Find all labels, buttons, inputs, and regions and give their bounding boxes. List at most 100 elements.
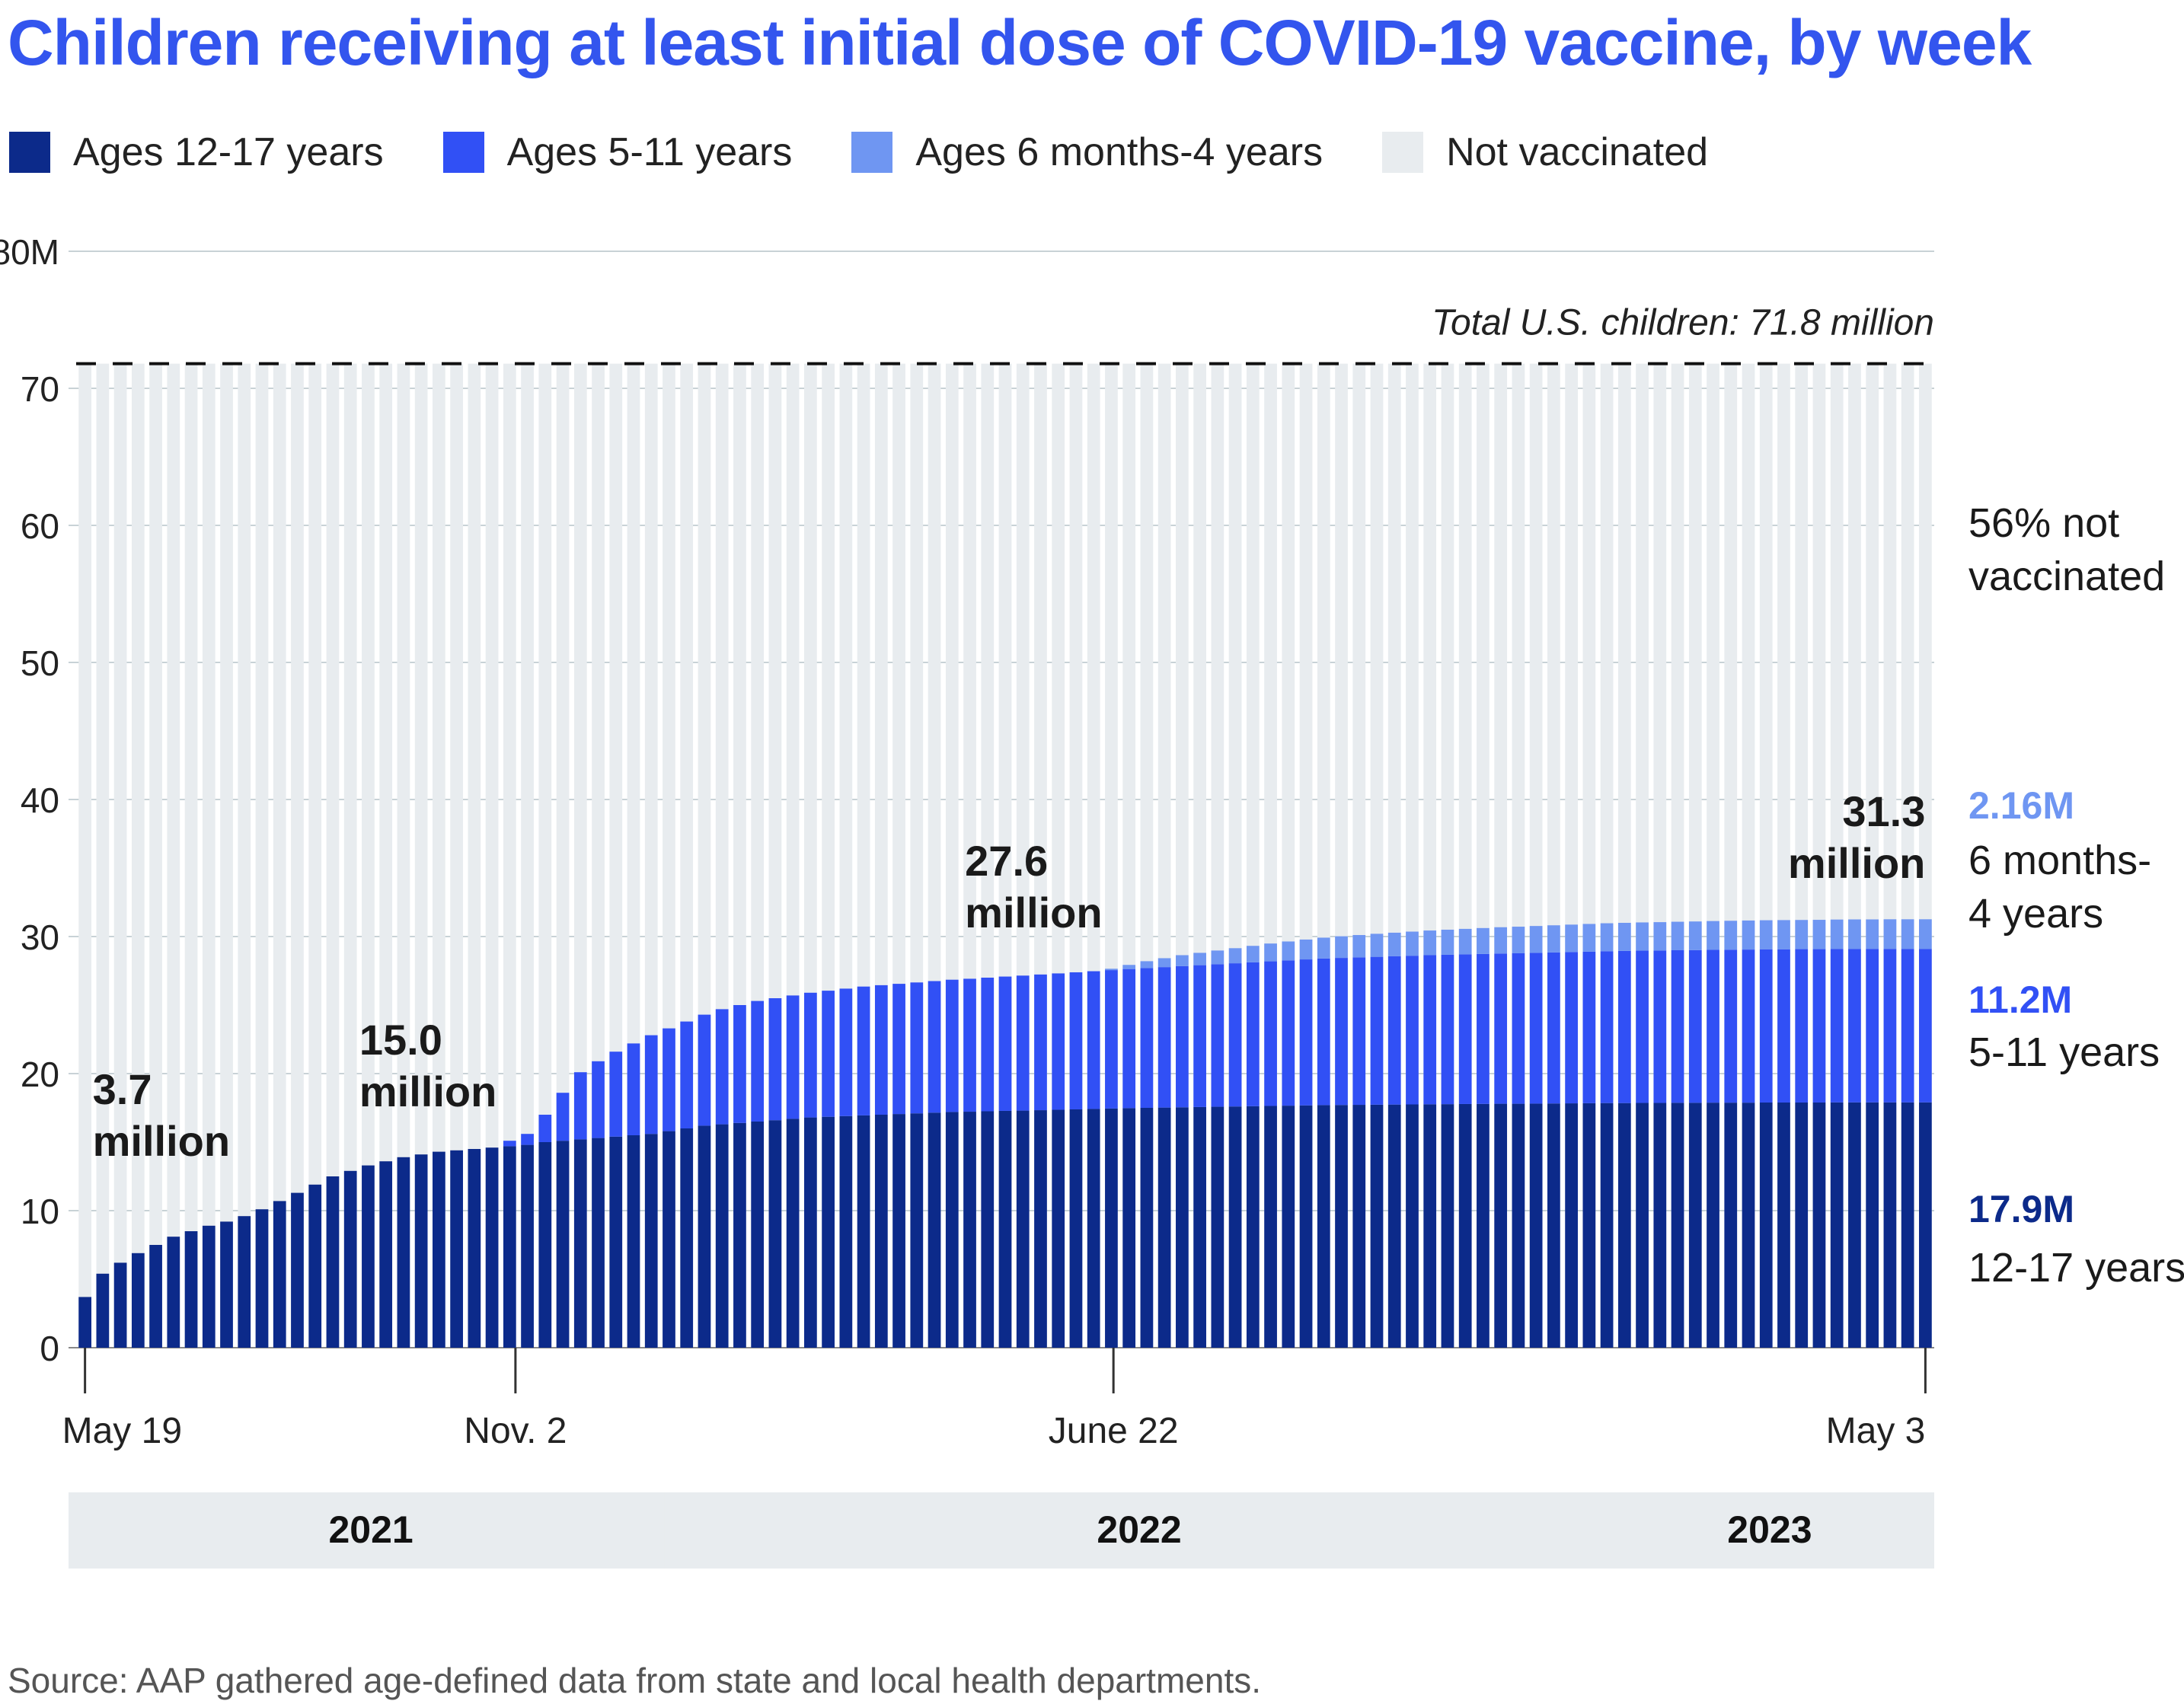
bar-not-vaccinated <box>538 363 552 1348</box>
bar-not-vaccinated <box>167 363 180 1348</box>
bar-ages-12-17 <box>998 1110 1012 1348</box>
bar-ages-12-17 <box>1034 1110 1047 1348</box>
year-band-2023 <box>1604 1492 1934 1569</box>
bar-ages-5-11 <box>715 1009 729 1125</box>
bar-ages-6m-4 <box>1370 933 1384 957</box>
bar-ages-5-11 <box>1034 974 1047 1111</box>
right-label-5-11: 5-11 years <box>1968 1029 2160 1075</box>
y-tick-label: 30 <box>21 918 59 957</box>
bar-ages-12-17 <box>1441 1104 1454 1348</box>
bar-ages-5-11 <box>1866 949 1879 1103</box>
bar-ages-12-17 <box>1387 1104 1401 1348</box>
bar-ages-6m-4 <box>1600 923 1614 952</box>
bar-ages-12-17 <box>945 1112 959 1348</box>
bar-ages-12-17 <box>822 1116 835 1348</box>
bar-ages-5-11 <box>1282 960 1295 1106</box>
bar-ages-5-11 <box>998 976 1012 1111</box>
bar-ages-6m-4 <box>1317 937 1330 959</box>
bar-not-vaccinated <box>184 363 198 1348</box>
bar-ages-6m-4 <box>1617 923 1631 951</box>
bar-ages-6m-4 <box>1830 919 1844 949</box>
bar-ages-12-17 <box>786 1119 800 1348</box>
right-label-6m-4: 6 months- <box>1968 838 2151 883</box>
bar-not-vaccinated <box>343 363 357 1348</box>
bar-ages-12-17 <box>680 1128 694 1348</box>
bar-not-vaccinated <box>362 363 375 1348</box>
bar-ages-12-17 <box>892 1114 905 1348</box>
y-tick-label: 40 <box>21 780 59 820</box>
bar-ages-5-11 <box>1547 952 1560 1104</box>
bar-ages-12-17 <box>592 1138 605 1348</box>
bar-ages-12-17 <box>1052 1109 1065 1348</box>
bar-not-vaccinated <box>503 363 516 1348</box>
bar-ages-12-17 <box>1812 1102 1826 1348</box>
bar-ages-5-11 <box>1919 949 1932 1103</box>
bar-ages-12-17 <box>1370 1104 1384 1348</box>
legend-item-ages-6m-4: Ages 6 months-4 years <box>851 129 1323 175</box>
bar-ages-12-17 <box>362 1165 375 1348</box>
bar-ages-12-17 <box>1636 1103 1649 1348</box>
bar-ages-5-11 <box>981 978 995 1112</box>
chart-title: Children receiving at least initial dose… <box>8 7 2032 78</box>
year-band-label: 2023 <box>1727 1508 1812 1551</box>
bar-ages-12-17 <box>308 1184 322 1348</box>
bar-ages-12-17 <box>1264 1106 1277 1348</box>
bar-not-vaccinated <box>113 363 127 1348</box>
bar-ages-12-17 <box>1016 1110 1030 1348</box>
bar-ages-5-11 <box>1193 965 1206 1107</box>
legend-item-ages-5-11: Ages 5-11 years <box>442 129 792 175</box>
right-label-6m-4-line2: 4 years <box>1968 891 2103 937</box>
bar-ages-6m-4 <box>1211 950 1225 965</box>
bar-ages-12-17 <box>538 1142 552 1348</box>
bar-ages-12-17 <box>663 1131 675 1348</box>
bar-ages-6m-4 <box>1812 920 1826 949</box>
bar-ages-5-11 <box>1795 949 1809 1103</box>
bar-ages-12-17 <box>1617 1103 1631 1348</box>
year-band-2021 <box>69 1492 674 1569</box>
bar-not-vaccinated <box>379 363 393 1348</box>
bar-not-vaccinated <box>485 363 499 1348</box>
bar-ages-5-11 <box>1105 970 1118 1109</box>
bar-ages-12-17 <box>1653 1103 1667 1348</box>
bar-ages-12-17 <box>1777 1102 1790 1348</box>
bar-ages-12-17 <box>1901 1102 1914 1348</box>
bar-ages-12-17 <box>167 1237 180 1348</box>
bar-ages-5-11 <box>1406 956 1419 1105</box>
bar-ages-6m-4 <box>1494 927 1508 954</box>
bar-not-vaccinated <box>202 363 216 1348</box>
bar-ages-12-17 <box>1688 1103 1702 1348</box>
bar-ages-5-11 <box>1211 964 1225 1107</box>
bar-ages-5-11 <box>1830 949 1844 1103</box>
bar-not-vaccinated <box>326 363 340 1348</box>
bar-ages-5-11 <box>839 988 853 1116</box>
bar-ages-12-17 <box>751 1122 765 1348</box>
bar-ages-6m-4 <box>1901 919 1914 949</box>
bar-not-vaccinated <box>238 363 251 1348</box>
bar-ages-5-11 <box>1565 952 1578 1104</box>
annotation-value: 15.0 <box>359 1016 442 1064</box>
bar-ages-5-11 <box>680 1021 694 1128</box>
bar-ages-12-17 <box>981 1111 995 1348</box>
bar-ages-12-17 <box>414 1154 428 1348</box>
bar-ages-12-17 <box>149 1245 162 1348</box>
x-tick-label: Nov. 2 <box>464 1411 567 1451</box>
bar-ages-12-17 <box>503 1146 516 1348</box>
bar-ages-12-17 <box>1458 1103 1472 1348</box>
bar-ages-6m-4 <box>1512 927 1525 953</box>
bar-ages-12-17 <box>839 1115 853 1348</box>
bar-ages-5-11 <box>822 991 835 1117</box>
bar-ages-6m-4 <box>1458 928 1472 955</box>
bar-ages-6m-4 <box>1688 921 1702 950</box>
bar-ages-12-17 <box>963 1112 976 1348</box>
bar-ages-12-17 <box>485 1147 499 1348</box>
bar-ages-6m-4 <box>1157 958 1171 968</box>
y-tick-label: 10 <box>21 1192 59 1231</box>
bar-ages-12-17 <box>644 1134 658 1348</box>
bar-ages-5-11 <box>1140 968 1154 1108</box>
bar-ages-12-17 <box>1282 1106 1295 1348</box>
bar-not-vaccinated <box>433 363 445 1348</box>
annotation-unit: million <box>93 1117 230 1165</box>
bar-ages-6m-4 <box>1724 921 1738 950</box>
bar-ages-5-11 <box>1724 949 1738 1103</box>
bar-ages-6m-4 <box>1282 941 1295 961</box>
